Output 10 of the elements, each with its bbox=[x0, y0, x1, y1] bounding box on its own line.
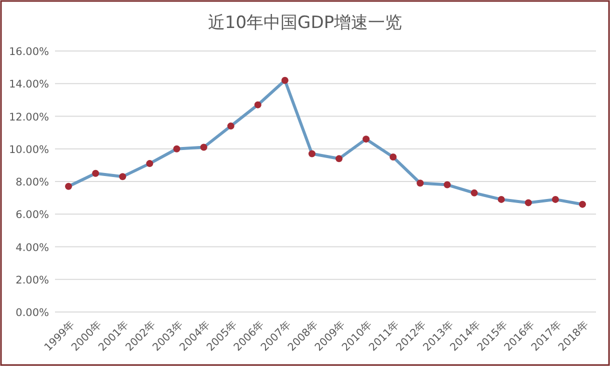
y-tick-label: 12.00% bbox=[8, 111, 50, 124]
y-tick-label: 0.00% bbox=[16, 307, 50, 319]
y-tick-label: 16.00% bbox=[8, 46, 50, 58]
y-tick-label: 10.00% bbox=[8, 144, 50, 156]
y-tick-label: 14.00% bbox=[8, 78, 50, 91]
y-tick-label: 4.00% bbox=[16, 242, 50, 254]
y-tick-label: 8.00% bbox=[16, 176, 50, 188]
chart-title: 近10年中国GDP增速一览 bbox=[208, 13, 402, 33]
y-tick-label: 2.00% bbox=[16, 274, 50, 286]
y-tick-label: 6.00% bbox=[16, 209, 50, 222]
